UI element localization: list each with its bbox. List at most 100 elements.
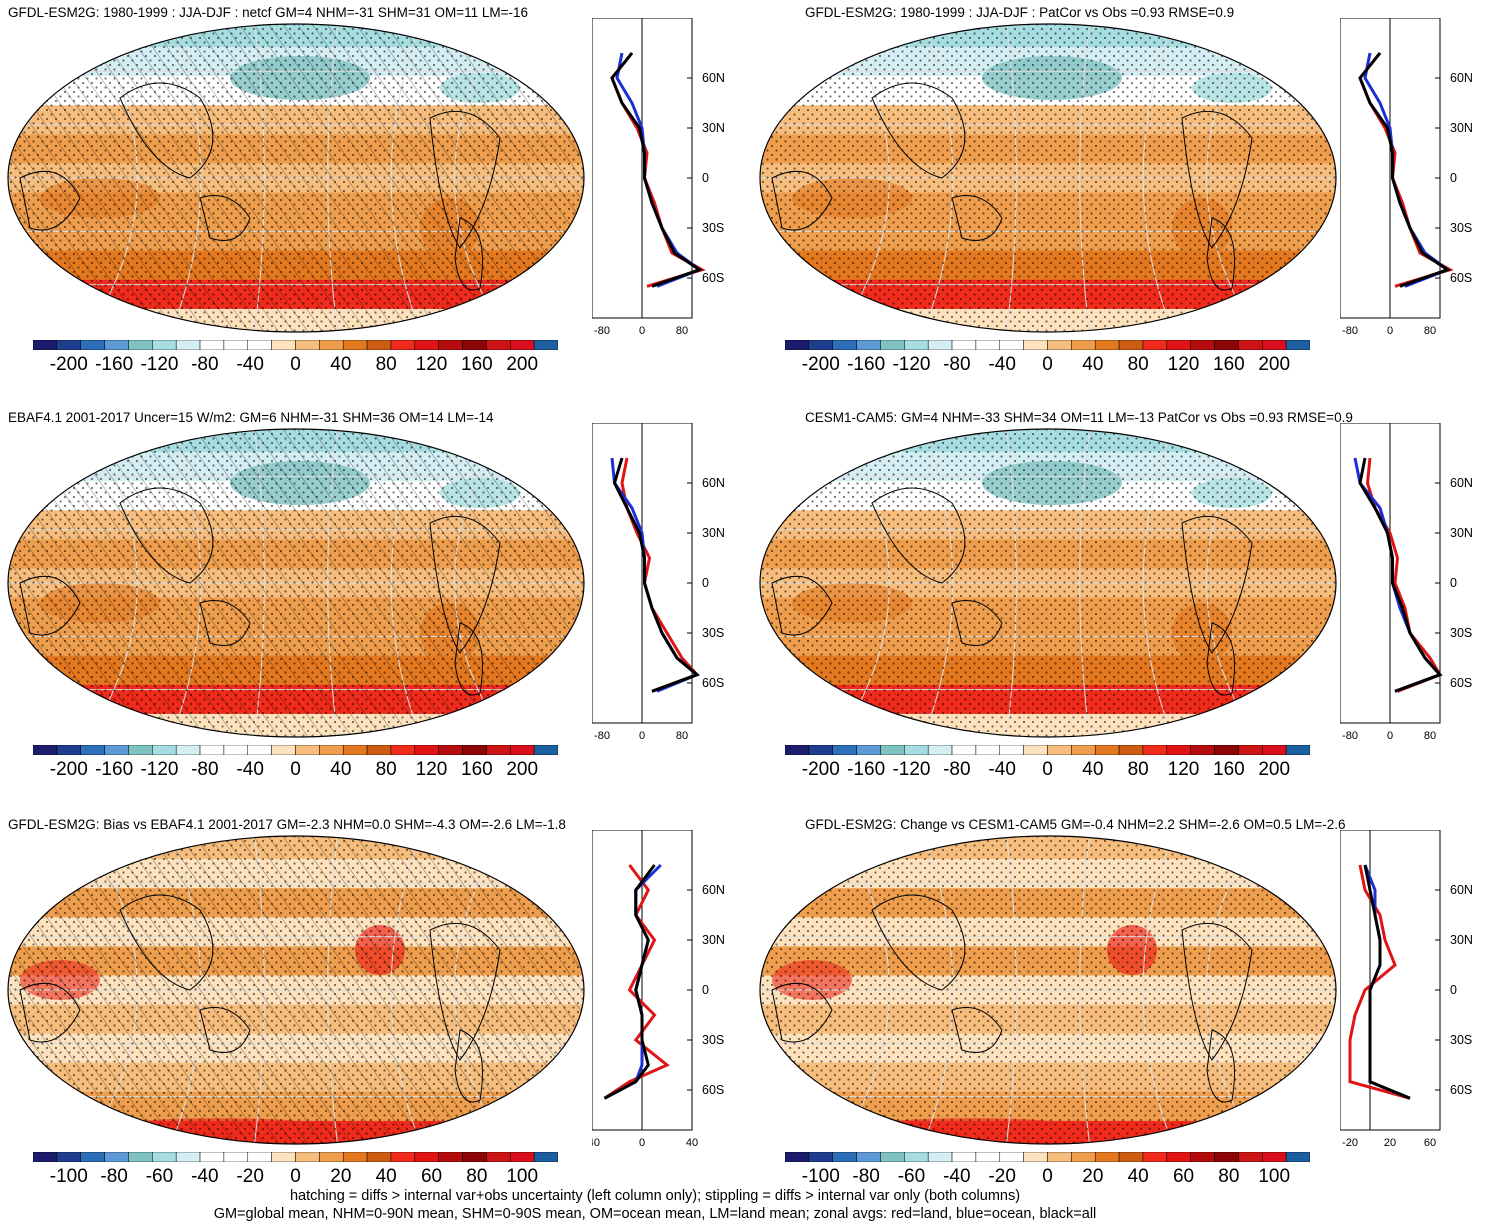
units-label: W m-2 [632, 423, 664, 424]
colorbar-swatch [104, 340, 129, 350]
colorbar-swatch [56, 1152, 81, 1162]
zonal-all-line [612, 457, 700, 693]
colorbar-swatch [319, 745, 344, 755]
colorbar-tick-label: -40 [988, 354, 1016, 375]
colorbar-tick-label: 80 [466, 1166, 488, 1187]
colorbar-swatch [80, 1152, 105, 1162]
zonal-land-line [1358, 52, 1454, 288]
colorbar-swatch [33, 340, 58, 350]
colorbar-4 [785, 745, 1310, 755]
colorbar-tick-label: 0 [290, 354, 301, 375]
colorbar-swatch [33, 1152, 58, 1162]
units-label: W m-2 [1380, 830, 1412, 831]
lat-tick-label: 60S [702, 1083, 724, 1097]
zonal-x-tick: -80 [1342, 325, 1358, 337]
colorbar-swatch [295, 340, 320, 350]
colorbar-swatch [880, 1152, 905, 1162]
colorbar-3 [33, 745, 558, 755]
colorbar-swatch [1023, 340, 1048, 350]
colorbar-tick-label: -160 [847, 759, 886, 780]
colorbar-swatch [1262, 1152, 1287, 1162]
colorbar-tick-label: -80 [943, 354, 971, 375]
colorbar-tick-label: -120 [892, 759, 931, 780]
zonal-land-line [1348, 864, 1411, 1100]
colorbar-tick-label: -40 [236, 759, 264, 780]
lat-tick-label: 60S [1450, 271, 1472, 285]
colorbar-tick-label: 200 [1258, 759, 1291, 780]
zonal-x-tick: 60 [1424, 1137, 1436, 1149]
map-panel-2 [759, 23, 1337, 333]
colorbar-swatch [856, 745, 881, 755]
colorbar-swatch [56, 745, 81, 755]
colorbar-tick-label: 40 [1082, 759, 1104, 780]
colorbar-swatch [856, 1152, 881, 1162]
map-panel-4 [759, 428, 1337, 738]
map-panel-1 [7, 23, 585, 333]
colorbar-swatch [832, 745, 857, 755]
colorbar-swatch [414, 1152, 439, 1162]
colorbar-swatch [104, 1152, 129, 1162]
zonal-x-tick: -80 [1342, 730, 1358, 742]
colorbar-swatch [152, 1152, 177, 1162]
colorbar-2 [785, 340, 1310, 350]
zonal-all-line [1358, 457, 1443, 693]
colorbar-swatch [199, 745, 225, 755]
colorbar-swatch [1023, 1152, 1048, 1162]
units-label: W m-2 [632, 18, 664, 19]
lat-tick-label: 60N [702, 71, 725, 85]
lat-tick-label: 30N [1450, 121, 1473, 135]
colorbar-tick-label: -60 [145, 1166, 174, 1187]
colorbar-swatch [1262, 340, 1287, 350]
lat-tick-label: 60S [702, 676, 724, 690]
colorbar-swatch [975, 340, 1001, 350]
colorbar-swatch [128, 340, 153, 350]
colorbar-tick-label: -120 [140, 759, 179, 780]
zonal-x-tick: 0 [639, 1137, 645, 1149]
colorbar-swatch [533, 745, 558, 755]
colorbar-swatch [927, 340, 953, 350]
colorbar-tick-label: -40 [988, 759, 1016, 780]
lat-tick-label: 0 [702, 576, 709, 590]
colorbar-tick-label: -100 [49, 1166, 88, 1187]
colorbar-swatch [975, 1152, 1001, 1162]
lat-tick-label: 0 [702, 983, 709, 997]
colorbar-swatch [152, 745, 177, 755]
colorbar-swatch [390, 340, 416, 350]
colorbar-swatch [223, 1152, 249, 1162]
colorbar-swatch [880, 745, 905, 755]
colorbar-swatch [247, 1152, 272, 1162]
zonal-x-tick: -40 [592, 1137, 600, 1149]
colorbar-tick-label: 0 [1042, 1166, 1053, 1187]
colorbar-swatch [1166, 340, 1191, 350]
colorbar-tick-label: 40 [330, 759, 352, 780]
map-panel-3 [7, 428, 585, 738]
colorbar-swatch [808, 340, 833, 350]
colorbar-tick-label: -80 [191, 354, 219, 375]
colorbar-swatch [80, 745, 105, 755]
lat-tick-label: 30S [1450, 221, 1472, 235]
colorbar-swatch [342, 340, 368, 350]
colorbar-swatch [199, 340, 225, 350]
colorbar-swatch [1142, 340, 1168, 350]
map-panel-5 [7, 835, 585, 1145]
colorbar-tick-label: 120 [1167, 354, 1200, 375]
colorbar-swatch [366, 745, 392, 755]
colorbar-swatch [808, 1152, 833, 1162]
colorbar-tick-label: 120 [415, 354, 448, 375]
colorbar-tick-label: -80 [191, 759, 219, 780]
lat-tick-label: 30N [1450, 933, 1473, 947]
colorbar-swatch [1023, 745, 1048, 755]
colorbar-tick-label: -80 [852, 1166, 880, 1187]
colorbar-swatch [295, 745, 320, 755]
colorbar-swatch [1214, 340, 1239, 350]
colorbar-swatch [438, 1152, 463, 1162]
colorbar-swatch [1285, 1152, 1310, 1162]
zonal-ocean-line [1363, 52, 1451, 288]
panel-title-5: GFDL-ESM2G: Bias vs EBAF4.1 2001-2017 GM… [8, 817, 566, 832]
colorbar-swatch [999, 745, 1024, 755]
colorbar-swatch [414, 340, 439, 350]
colorbar-tick-label: 120 [1167, 759, 1200, 780]
zonal-x-tick: 40 [686, 1137, 698, 1149]
colorbar-tick-label: 80 [1127, 354, 1149, 375]
colorbar-tick-label: 80 [375, 354, 397, 375]
